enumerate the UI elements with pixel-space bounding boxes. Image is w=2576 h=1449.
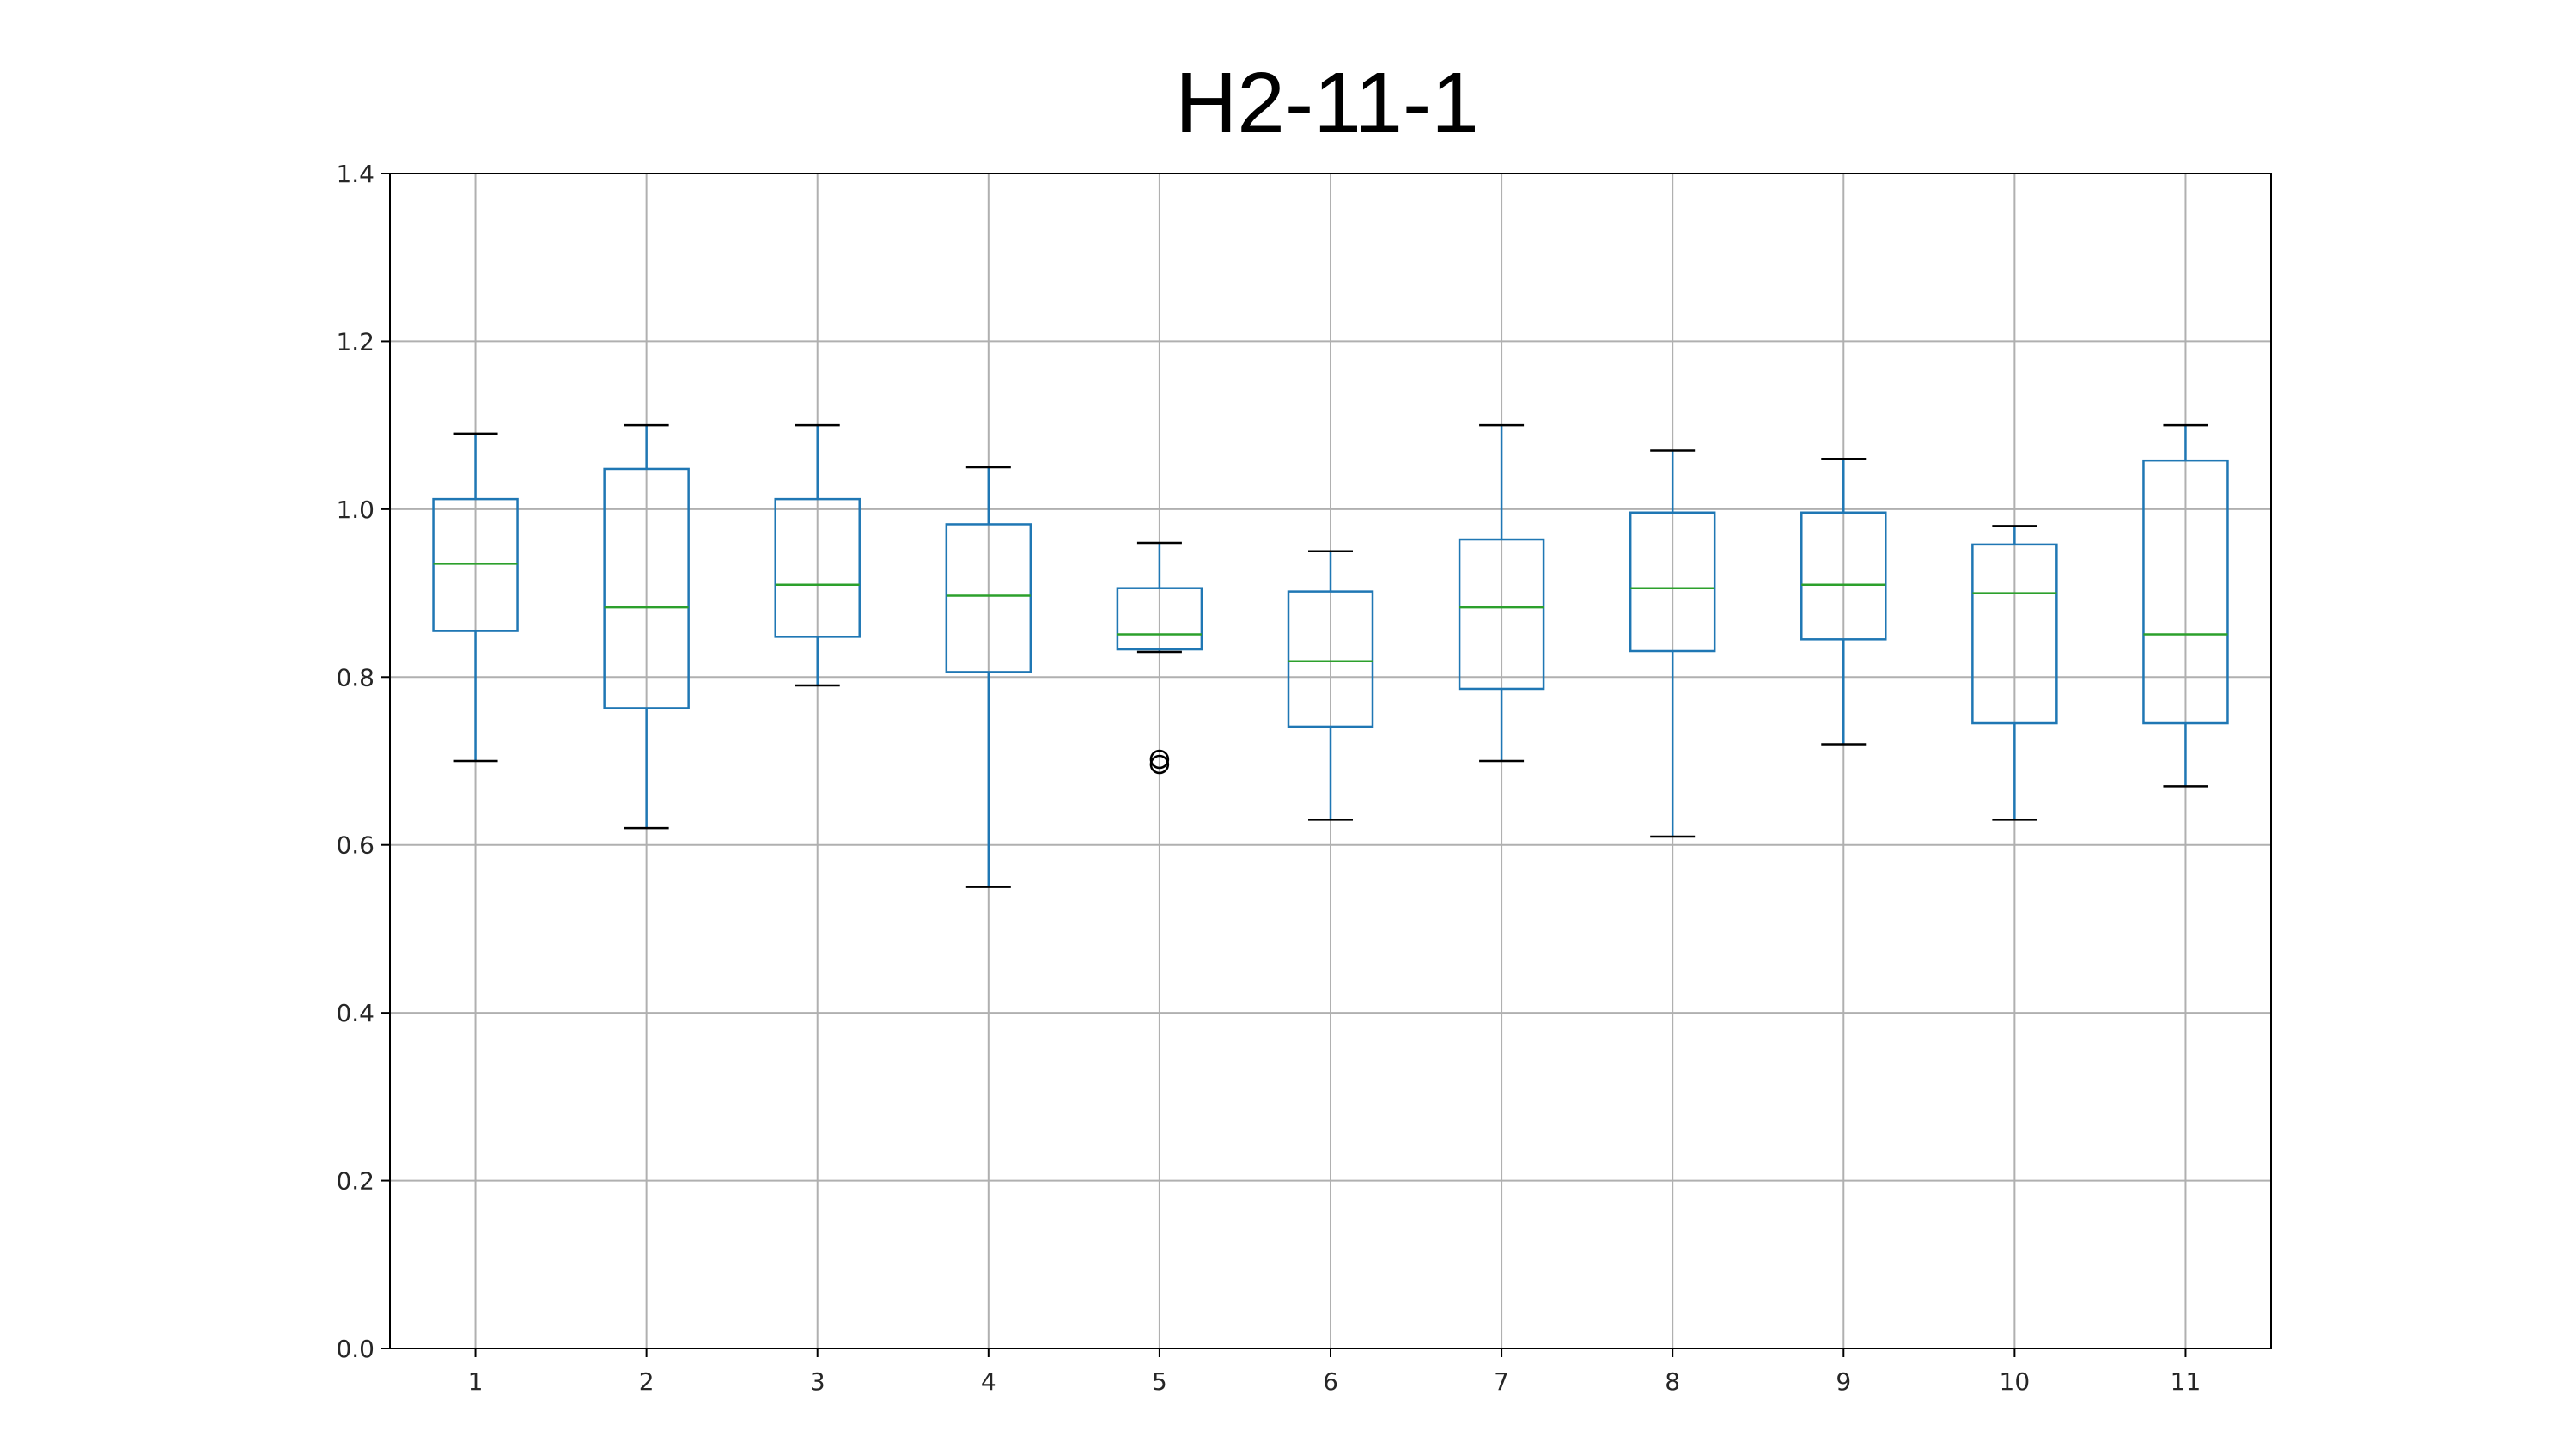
iqr-box bbox=[945, 523, 1032, 673]
box-4 bbox=[945, 466, 1032, 888]
x-tick-label: 4 bbox=[981, 1367, 996, 1396]
y-tick-label: 1.2 bbox=[336, 327, 375, 356]
x-tick-label: 2 bbox=[639, 1367, 655, 1396]
y-tick-label: 1.4 bbox=[336, 160, 375, 188]
iqr-box bbox=[2142, 459, 2229, 725]
x-tick-label: 11 bbox=[2171, 1367, 2201, 1396]
iqr-box bbox=[774, 497, 861, 638]
iqr-box bbox=[1458, 538, 1545, 691]
x-tick-label: 8 bbox=[1665, 1367, 1680, 1396]
y-tick-label: 0.8 bbox=[336, 663, 375, 691]
y-tick-label: 0.4 bbox=[336, 999, 375, 1027]
outlier-point bbox=[1149, 749, 1170, 770]
x-tick-label: 3 bbox=[810, 1367, 825, 1396]
iqr-box bbox=[1971, 543, 2058, 725]
box-1 bbox=[432, 432, 519, 763]
y-tick-label: 0.2 bbox=[336, 1167, 375, 1196]
box-11 bbox=[2142, 423, 2229, 788]
x-tick-label: 6 bbox=[1323, 1367, 1338, 1396]
box-9 bbox=[1800, 457, 1887, 746]
box-7 bbox=[1458, 423, 1545, 763]
iqr-box bbox=[1629, 511, 1716, 653]
box-2 bbox=[603, 423, 690, 830]
x-tick-label: 9 bbox=[1836, 1367, 1851, 1396]
x-tick-label: 10 bbox=[2000, 1367, 2031, 1396]
box-3 bbox=[774, 423, 861, 687]
box-8 bbox=[1629, 449, 1716, 838]
iqr-box bbox=[603, 467, 690, 709]
y-tick-label: 0.6 bbox=[336, 831, 375, 860]
y-axis-ticks: 0.0 0.2 0.4 0.6 0.8 1.0 1.2 1.4 bbox=[336, 160, 390, 1363]
box-5 bbox=[1116, 541, 1203, 775]
x-tick-label: 5 bbox=[1152, 1367, 1167, 1396]
chart-title: H2-11-1 bbox=[1175, 55, 1479, 151]
y-tick-label: 0.0 bbox=[336, 1335, 375, 1363]
iqr-box bbox=[1116, 587, 1203, 651]
boxes-layer bbox=[432, 423, 2229, 888]
x-tick-label: 7 bbox=[1494, 1367, 1509, 1396]
x-tick-label: 1 bbox=[468, 1367, 484, 1396]
iqr-box bbox=[432, 497, 519, 632]
y-tick-label: 1.0 bbox=[336, 496, 375, 524]
box-6 bbox=[1287, 550, 1374, 821]
iqr-box bbox=[1287, 590, 1374, 728]
iqr-box bbox=[1800, 511, 1887, 641]
outlier-point bbox=[1149, 754, 1170, 775]
box-10 bbox=[1971, 525, 2058, 821]
x-axis-ticks: 1 2 3 4 5 6 7 8 9 10 11 bbox=[468, 1349, 2201, 1396]
